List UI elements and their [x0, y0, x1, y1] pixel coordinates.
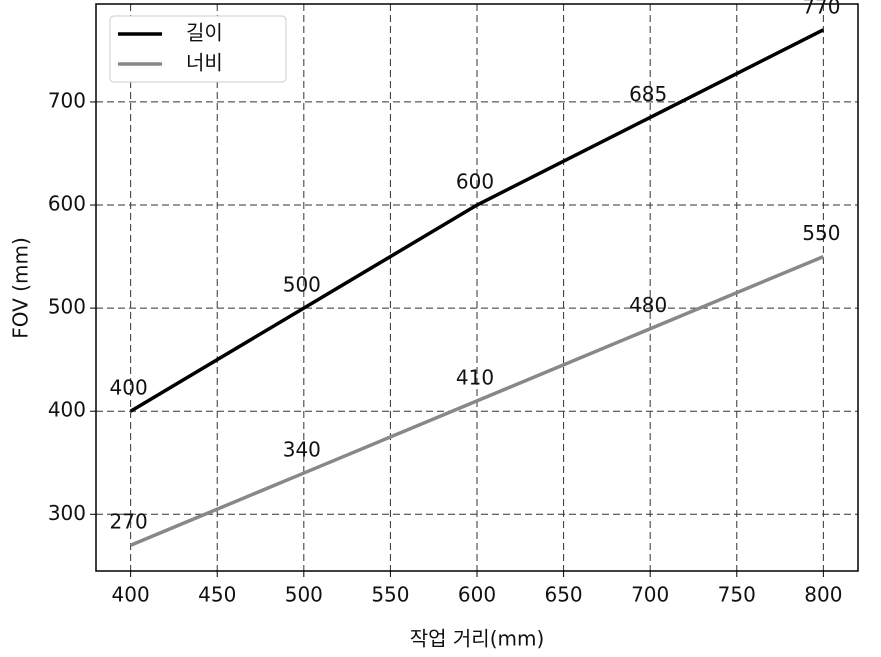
- data-label: 480: [629, 293, 667, 317]
- y-axis-label: FOV (mm): [9, 237, 33, 339]
- data-label: 770: [802, 0, 840, 18]
- legend-label: 길이: [186, 21, 223, 45]
- x-tick-label: 700: [631, 583, 669, 607]
- x-tick-label: 750: [718, 583, 756, 607]
- y-tick-label: 500: [48, 295, 86, 319]
- plot-frame: [95, 3, 859, 572]
- y-tick-label: 400: [48, 398, 86, 422]
- x-axis-label: 작업 거리(mm): [410, 627, 545, 651]
- series-line: [129, 28, 825, 413]
- x-tick-label: 550: [371, 583, 409, 607]
- x-tick-label: 800: [804, 583, 842, 607]
- x-tick-label: 450: [198, 583, 236, 607]
- data-label: 340: [283, 438, 321, 462]
- x-tick-label: 650: [544, 583, 582, 607]
- x-tick-label: 600: [458, 583, 496, 607]
- data-label: 400: [110, 376, 148, 400]
- data-label: 685: [629, 82, 667, 106]
- legend-label: 너비: [186, 51, 223, 75]
- x-tick-label: 500: [285, 583, 323, 607]
- y-tick-label: 700: [48, 88, 86, 112]
- series-line: [129, 254, 825, 547]
- data-label: 550: [802, 221, 840, 245]
- x-tick-label: 400: [112, 583, 150, 607]
- y-tick-label: 600: [48, 192, 86, 216]
- y-tick-label: 300: [48, 501, 86, 525]
- data-label: 500: [283, 273, 321, 297]
- data-label: 410: [456, 365, 494, 389]
- data-label: 600: [456, 170, 494, 194]
- data-label: 270: [110, 510, 148, 534]
